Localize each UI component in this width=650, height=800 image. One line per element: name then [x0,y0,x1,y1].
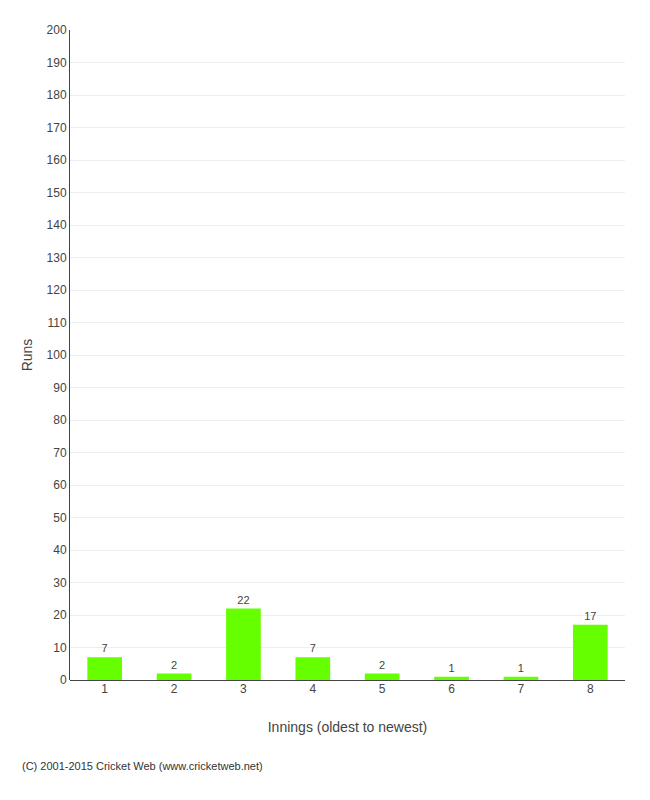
svg-text:30: 30 [53,576,67,590]
svg-text:100: 100 [47,348,67,362]
svg-text:130: 130 [47,251,67,265]
svg-text:70: 70 [53,446,67,460]
svg-text:0: 0 [60,673,67,687]
svg-text:1: 1 [518,662,524,674]
svg-text:190: 190 [47,56,67,70]
svg-text:20: 20 [53,608,67,622]
svg-text:10: 10 [53,641,67,655]
svg-text:Innings (oldest to newest): Innings (oldest to newest) [268,719,428,735]
svg-text:1: 1 [449,662,455,674]
svg-text:90: 90 [53,381,67,395]
svg-text:17: 17 [584,610,596,622]
svg-text:40: 40 [53,543,67,557]
svg-text:150: 150 [47,186,67,200]
svg-text:22: 22 [237,594,249,606]
svg-text:4: 4 [309,682,316,696]
svg-text:160: 160 [47,153,67,167]
svg-text:140: 140 [47,218,67,232]
svg-text:2: 2 [171,659,177,671]
svg-text:2: 2 [171,682,178,696]
svg-text:60: 60 [53,478,67,492]
svg-text:80: 80 [53,413,67,427]
svg-text:120: 120 [47,283,67,297]
svg-text:7: 7 [310,642,316,654]
svg-text:7: 7 [102,642,108,654]
svg-text:110: 110 [47,316,66,330]
svg-text:7: 7 [518,682,525,696]
svg-text:200: 200 [47,23,67,37]
svg-text:180: 180 [47,88,67,102]
svg-text:Runs: Runs [19,339,35,372]
svg-text:5: 5 [379,682,386,696]
svg-text:6: 6 [448,682,455,696]
svg-text:1: 1 [101,682,108,696]
svg-text:50: 50 [53,511,67,525]
svg-text:3: 3 [240,682,247,696]
svg-text:8: 8 [587,682,594,696]
svg-text:(C) 2001-2015 Cricket Web (www: (C) 2001-2015 Cricket Web (www.cricketwe… [22,760,263,772]
svg-text:2: 2 [379,659,385,671]
svg-text:170: 170 [47,121,67,135]
